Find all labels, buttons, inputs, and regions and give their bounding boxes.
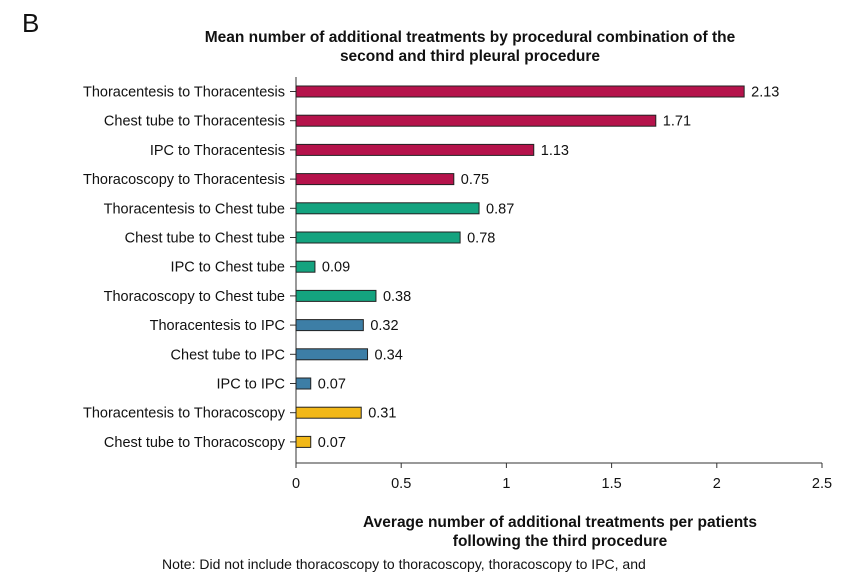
x-tick-label: 1 [502, 476, 510, 492]
value-label: 1.71 [663, 114, 691, 130]
category-label: Chest tube to Thoracentesis [104, 114, 285, 130]
category-label: Thoracoscopy to Thoracentesis [83, 172, 285, 188]
chart-title-line-2: second and third pleural procedure [339, 48, 601, 65]
value-label: 0.07 [318, 435, 346, 451]
panel-letter: B [22, 8, 40, 38]
bar [295, 319, 364, 332]
x-axis-label-line-2: following the third procedure [452, 533, 668, 550]
category-label: Chest tube to IPC [171, 347, 285, 363]
bar [295, 435, 312, 448]
bar [295, 85, 745, 98]
value-label: 0.87 [486, 201, 514, 217]
category-label: Chest tube to Thoracoscopy [104, 435, 286, 451]
bar [295, 289, 377, 302]
bar [295, 143, 535, 156]
value-label: 0.32 [370, 318, 398, 334]
bar [295, 202, 480, 215]
value-label: 0.34 [375, 347, 403, 363]
category-label: Thoracentesis to IPC [150, 318, 285, 334]
bar [295, 173, 455, 186]
category-label: Thoracoscopy to Chest tube [104, 289, 285, 305]
bar [295, 260, 316, 273]
x-tick-label: 0.5 [391, 476, 411, 492]
x-axis-label-line-1: Average number of additional treatments … [363, 514, 757, 531]
value-label: 0.38 [383, 289, 411, 305]
bar [295, 114, 657, 127]
value-label: 0.31 [368, 406, 396, 422]
bar [295, 377, 312, 390]
x-tick-label: 2 [713, 476, 721, 492]
category-label: IPC to Thoracentesis [150, 143, 285, 159]
bar [295, 348, 369, 361]
bar [295, 231, 461, 244]
category-label: Thoracentesis to Thoracentesis [83, 85, 285, 101]
x-tick-label: 2.5 [812, 476, 832, 492]
value-label: 0.09 [322, 260, 350, 276]
bar [295, 406, 362, 419]
category-label: Thoracentesis to Chest tube [104, 201, 285, 217]
chart-title-line-1: Mean number of additional treatments by … [204, 29, 736, 46]
x-tick-label: 1.5 [602, 476, 622, 492]
value-label: 0.75 [461, 172, 489, 188]
value-label: 0.78 [467, 231, 495, 247]
value-label: 1.13 [541, 143, 569, 159]
value-label: 0.07 [318, 377, 346, 393]
category-label: Thoracentesis to Thoracoscopy [83, 406, 286, 422]
category-label: Chest tube to Chest tube [125, 231, 285, 247]
category-label: IPC to Chest tube [171, 260, 285, 276]
footnote: Note: Did not include thoracoscopy to th… [162, 556, 646, 572]
x-tick-label: 0 [292, 476, 300, 492]
category-label: IPC to IPC [217, 377, 286, 393]
value-label: 2.13 [751, 85, 779, 101]
